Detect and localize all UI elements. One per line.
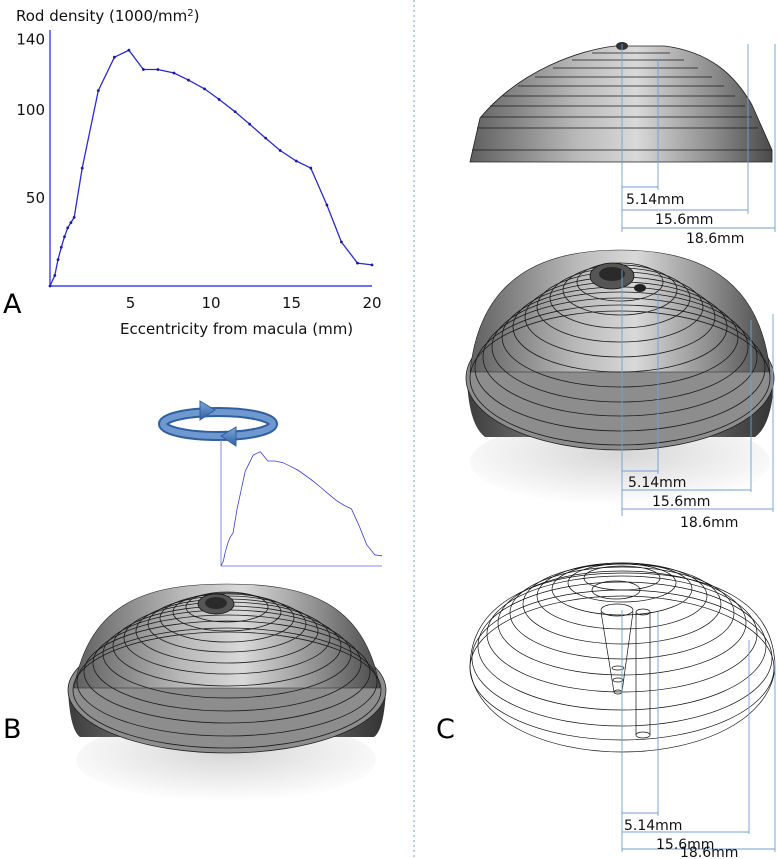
data-point (96, 89, 100, 93)
x-tick-label: 10 (201, 294, 220, 312)
dimension-label-3: 18.6mm (686, 231, 744, 247)
y-axis-label: Rod density (1000/mm2) (16, 7, 200, 25)
rod-density-line (49, 49, 373, 287)
data-point (69, 221, 73, 225)
data-point (172, 71, 176, 75)
rod-density-points (48, 48, 374, 288)
dimension-label-4: 5.14mm (628, 475, 686, 491)
data-point (248, 122, 252, 126)
dimension-lines-middle (621, 270, 774, 516)
data-point (278, 149, 282, 152)
data-point (264, 136, 268, 140)
dimension-lines-top (621, 44, 776, 232)
y-tick-label: 100 (16, 101, 45, 119)
data-point (203, 87, 206, 91)
profile-curve-line (220, 451, 383, 567)
panel-label-b: B (3, 714, 22, 745)
data-point (156, 68, 160, 71)
dimension-label-9: 18.6mm (680, 845, 738, 859)
dimension-label-2: 15.6mm (655, 212, 713, 228)
dimension-label-8: 15.6mm (656, 837, 714, 853)
data-point (59, 245, 63, 249)
data-point (72, 215, 76, 219)
data-point (80, 166, 84, 170)
data-point (113, 55, 116, 59)
dimension-label-5: 15.6mm (652, 494, 710, 510)
data-point (127, 48, 131, 52)
dimension-label-6: 18.6mm (680, 515, 738, 531)
y-tick-labels: 50 100 140 (16, 31, 45, 207)
data-point (340, 240, 343, 244)
data-point (53, 274, 57, 277)
y-tick-label: 50 (26, 189, 45, 207)
data-point (56, 258, 60, 261)
x-tick-label: 20 (362, 294, 381, 312)
y-tick-label: 140 (16, 31, 45, 49)
dimension-label-1: 5.14mm (626, 192, 684, 208)
panel-label-c: C (436, 714, 455, 745)
data-point (370, 263, 374, 267)
dome-model-c (465, 249, 775, 506)
data-point (233, 110, 237, 114)
dimension-label-7: 5.14mm (624, 818, 682, 834)
rotation-arrows-icon (158, 400, 278, 447)
dome-side-view (469, 42, 773, 163)
dome-model-b (67, 583, 387, 802)
profile-curve-mini (220, 440, 383, 567)
dimension-lines-bottom (621, 610, 776, 852)
panel-label-a: A (3, 289, 22, 320)
data-point (66, 226, 70, 230)
data-point (356, 261, 359, 265)
data-point (48, 284, 52, 288)
data-point (294, 159, 298, 163)
data-point (309, 166, 313, 170)
data-point (187, 78, 190, 82)
x-tick-label: 15 (282, 294, 301, 312)
x-tick-labels: 5 10 15 20 (126, 294, 382, 312)
data-point (325, 203, 329, 207)
dome-wireframe (469, 562, 776, 753)
data-point (141, 68, 145, 71)
data-point (63, 235, 66, 239)
data-point (217, 98, 221, 101)
x-axis-label: Eccentricity from macula (mm) (120, 320, 353, 338)
x-tick-label: 5 (126, 294, 136, 312)
